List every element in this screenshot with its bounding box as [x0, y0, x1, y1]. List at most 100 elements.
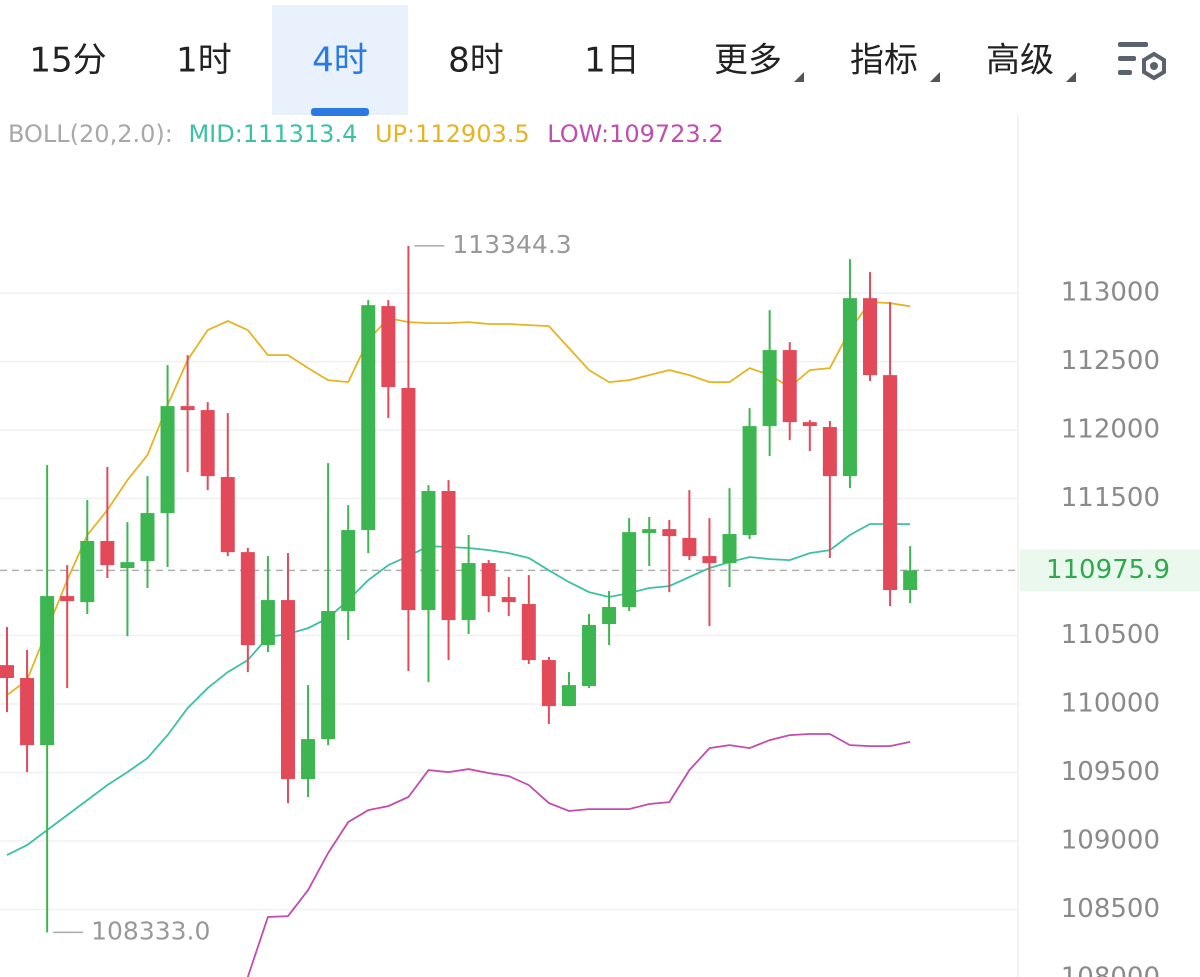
- candle-body: [100, 541, 115, 566]
- tab-label: 15分: [29, 41, 106, 81]
- candle-body: [521, 604, 536, 661]
- candle-body: [220, 477, 235, 553]
- candle-body: [582, 624, 597, 687]
- icon-bar: [1118, 56, 1136, 61]
- icon-hex: [1142, 51, 1166, 81]
- settings-icon[interactable]: [1118, 42, 1166, 81]
- y-tick-label: 111500: [1061, 483, 1160, 513]
- candle-body: [321, 611, 336, 740]
- last-price-label: 110975.9: [1046, 555, 1170, 585]
- candle-body: [903, 570, 918, 591]
- candle-body: [60, 596, 75, 602]
- tab[interactable]: 15分: [29, 41, 106, 81]
- candle-body: [160, 406, 175, 514]
- y-tick-label: 108000: [1061, 963, 1160, 977]
- candle-body: [802, 422, 817, 427]
- candle-body: [481, 563, 496, 597]
- candle-body: [200, 410, 215, 477]
- indicator-label: BOLL(20,2.0):: [8, 120, 173, 148]
- y-tick-label: 112500: [1061, 346, 1160, 376]
- tab-label: 8时: [448, 41, 504, 81]
- candle-body: [622, 532, 637, 608]
- candle-body: [301, 739, 316, 780]
- candle-body: [642, 529, 657, 534]
- tab[interactable]: 高级: [986, 41, 1076, 83]
- tab[interactable]: 指标: [850, 41, 940, 83]
- tab-bar: 15分 1时 4时 8时 1日 更多 指标 高级: [29, 5, 1076, 116]
- dropdown-arrow: [930, 72, 940, 82]
- candle-body: [702, 556, 717, 564]
- y-tick-label: 112000: [1061, 415, 1160, 445]
- y-tick-label: 108500: [1061, 894, 1160, 924]
- legend-entry: MID:111313.4: [188, 120, 357, 148]
- tab[interactable]: 4时: [272, 5, 408, 116]
- icon-bar: [1118, 42, 1148, 47]
- candle-body: [421, 491, 436, 611]
- tab[interactable]: 1时: [176, 41, 232, 81]
- icon-dot: [1150, 62, 1158, 70]
- candle-body: [140, 513, 155, 562]
- y-tick-label: 113000: [1061, 278, 1160, 308]
- tab-highlight: [272, 5, 408, 115]
- candle-body: [662, 529, 677, 537]
- candle-body: [0, 665, 14, 679]
- boll-line: [246, 733, 911, 977]
- tab[interactable]: 8时: [448, 41, 504, 81]
- candle-body: [180, 406, 195, 411]
- tab-underline: [311, 108, 369, 116]
- candle-body: [260, 600, 275, 646]
- indicator-legend: BOLL(20,2.0): MID:111313.4 UP:112903.5 L…: [8, 120, 724, 148]
- boll-line: [6, 301, 911, 696]
- candle-body: [822, 427, 837, 477]
- candle-body: [240, 552, 255, 646]
- candle-body: [842, 298, 857, 477]
- candle-body: [20, 678, 35, 746]
- tab[interactable]: 更多: [714, 41, 804, 83]
- candle-body: [722, 534, 737, 564]
- candle-body: [361, 305, 376, 531]
- candle-body: [441, 491, 456, 621]
- icon-bar: [1118, 70, 1132, 75]
- candle-body: [762, 350, 777, 427]
- min-label: 108333.0: [91, 916, 210, 945]
- tab-label: 1时: [176, 41, 232, 81]
- legend-entry: LOW:109723.2: [547, 120, 723, 148]
- candle-body: [742, 426, 757, 535]
- candle-body: [80, 541, 95, 603]
- max-label: 113344.3: [452, 230, 571, 259]
- last-price-box: [1020, 549, 1200, 592]
- price-axis: 113000 112500 112000 111500 110500 110000 1095…: [1020, 278, 1200, 977]
- y-tick-label: 109500: [1061, 757, 1160, 787]
- tab[interactable]: 1日: [584, 41, 640, 81]
- tab-label: 4时: [312, 41, 368, 81]
- dropdown-arrow: [1066, 72, 1076, 82]
- candle-body: [280, 600, 295, 780]
- y-tick-label: 109000: [1061, 826, 1160, 856]
- y-tick-label: 110500: [1061, 620, 1160, 650]
- candle-body: [561, 685, 576, 707]
- candle-body: [541, 660, 556, 707]
- tab-label: 1日: [584, 41, 640, 81]
- y-tick-label: 110000: [1061, 689, 1160, 719]
- tab-label: 指标: [850, 41, 918, 81]
- boll-line: [6, 523, 911, 856]
- tab-label: 高级: [986, 41, 1054, 81]
- candle-body: [782, 350, 797, 423]
- dropdown-arrow: [794, 72, 804, 82]
- candle-body: [40, 596, 55, 746]
- candle-body: [401, 388, 416, 611]
- plot: [0, 245, 1018, 977]
- candle-body: [501, 597, 516, 603]
- candle-body: [602, 607, 617, 625]
- candle-body: [381, 306, 396, 388]
- candle-body: [341, 530, 356, 612]
- candle-body: [461, 563, 476, 621]
- candle-body: [682, 538, 697, 557]
- tab-label: 更多: [714, 41, 782, 81]
- candle-body: [863, 298, 878, 376]
- legend-entry: UP:112903.5: [375, 120, 530, 148]
- candle-body: [120, 562, 135, 569]
- candle-body: [883, 375, 898, 591]
